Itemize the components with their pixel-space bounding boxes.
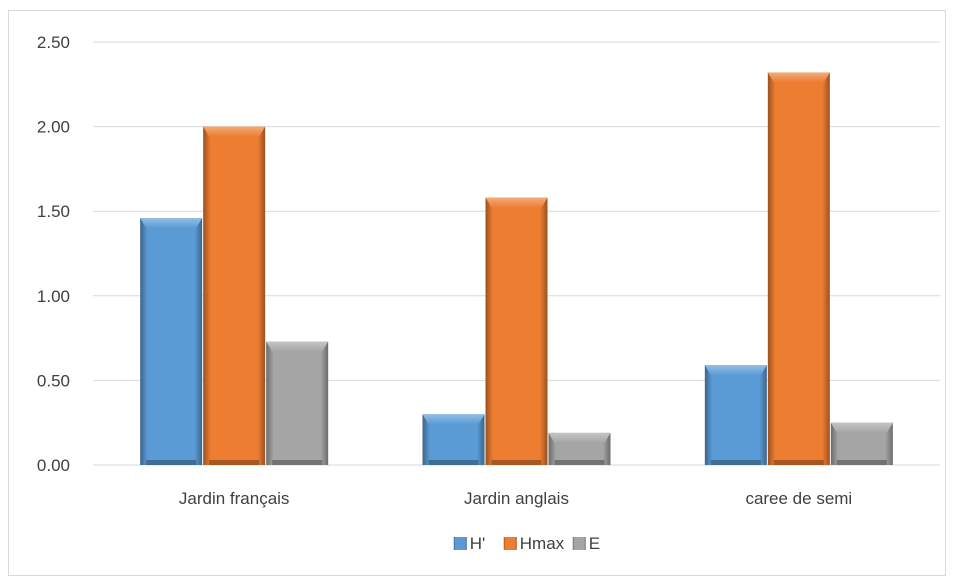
bar-h-3 <box>704 365 767 465</box>
legend-item-hmax: Hmax <box>503 534 565 553</box>
legend-label: Hmax <box>520 534 565 553</box>
legend: H' Hmax E <box>453 534 600 553</box>
y-tick-label: 0.50 <box>37 371 70 390</box>
bar-h-2 <box>422 414 485 465</box>
bars <box>140 72 893 466</box>
x-category-label: caree de semi <box>745 489 852 508</box>
legend-swatch <box>453 537 467 550</box>
bar-hmax-3 <box>767 72 830 466</box>
bar-e-1 <box>266 341 329 465</box>
bar-e-2 <box>548 432 611 465</box>
legend-label: H' <box>470 534 486 553</box>
bar-e-3 <box>830 422 893 465</box>
x-category-label: Jardin français <box>179 489 290 508</box>
y-tick-label: 1.00 <box>37 287 70 306</box>
legend-item-h: H' <box>453 534 486 553</box>
y-tick-label: 0.00 <box>37 456 70 475</box>
legend-swatch <box>572 537 586 550</box>
x-category-label: Jardin anglais <box>464 489 569 508</box>
legend-label: E <box>589 534 600 553</box>
legend-swatch <box>503 537 517 550</box>
x-axis-categories: Jardin français Jardin anglais caree de se… <box>179 489 852 508</box>
bar-hmax-2 <box>485 197 548 465</box>
bar-h-1 <box>140 217 203 465</box>
legend-item-e: E <box>572 534 600 553</box>
y-tick-label: 2.00 <box>37 118 70 137</box>
y-tick-label: 1.50 <box>37 202 70 221</box>
y-axis-ticks: 0.00 0.50 1.00 1.50 2.00 2.50 <box>37 33 70 475</box>
y-tick-label: 2.50 <box>37 33 70 52</box>
bar-hmax-1 <box>203 126 266 465</box>
